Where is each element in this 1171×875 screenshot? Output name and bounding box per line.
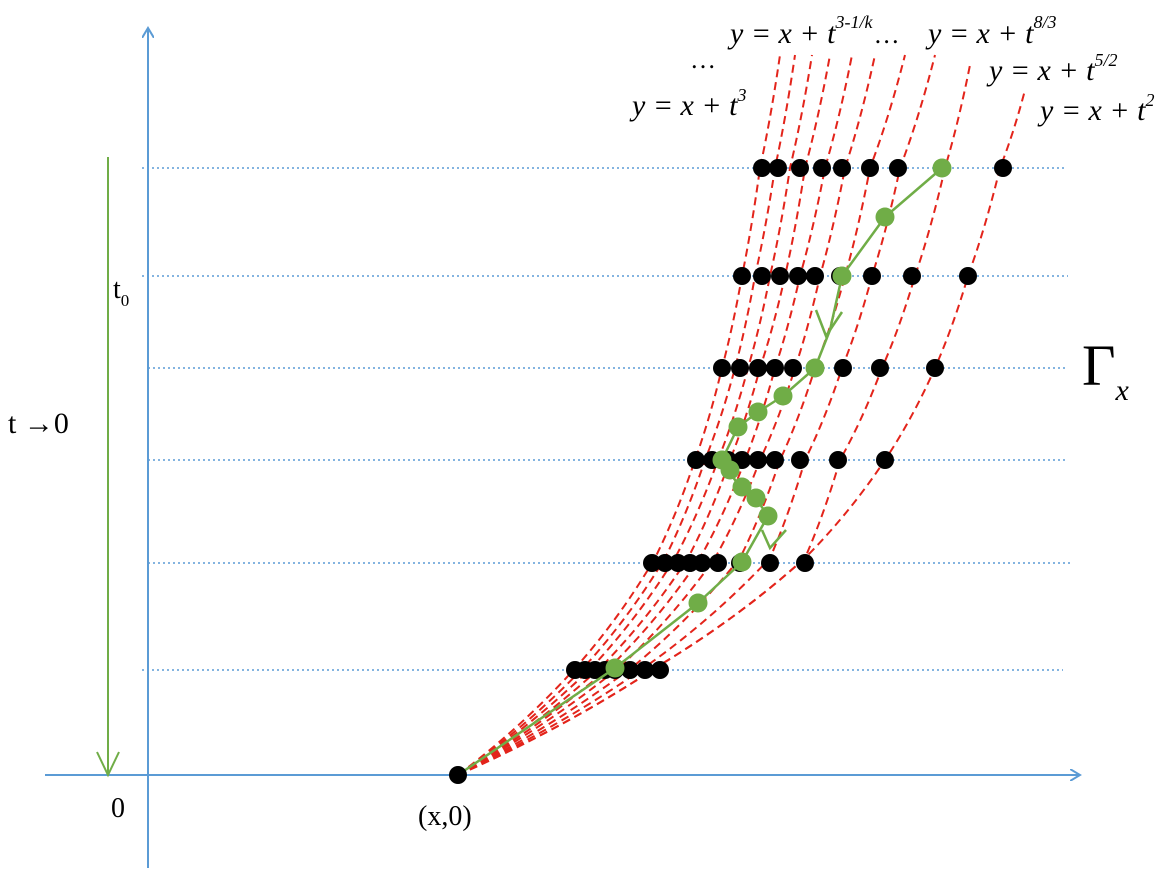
t-limit-label: t →0 bbox=[8, 407, 69, 440]
path-point bbox=[732, 552, 752, 572]
origin-label: (x,0) bbox=[418, 801, 472, 832]
t-to-zero-arrowhead bbox=[96, 751, 120, 778]
gamma-label: Γx bbox=[1082, 333, 1130, 407]
t0-label: t0 bbox=[113, 274, 129, 310]
path-point bbox=[688, 593, 708, 613]
curve-point bbox=[994, 159, 1012, 177]
curve-line bbox=[457, 54, 936, 776]
curve-point bbox=[813, 159, 831, 177]
curve-point bbox=[871, 359, 889, 377]
path-point bbox=[748, 402, 768, 422]
curve-point bbox=[731, 359, 749, 377]
curve-point bbox=[636, 661, 654, 679]
curve-point bbox=[769, 159, 787, 177]
path-point bbox=[805, 358, 825, 378]
path-point bbox=[712, 450, 732, 470]
curve-point bbox=[829, 451, 847, 469]
curve-point bbox=[651, 661, 669, 679]
curve-point bbox=[771, 267, 789, 285]
eq-t8-3: y = x + t8/3 bbox=[925, 12, 1056, 50]
curve-line bbox=[457, 54, 876, 776]
path-point bbox=[758, 506, 778, 526]
curve-point bbox=[687, 451, 705, 469]
path-point bbox=[746, 488, 766, 508]
curve-point bbox=[753, 267, 771, 285]
curve-point bbox=[709, 554, 727, 572]
path-point bbox=[875, 207, 895, 227]
path-point bbox=[728, 417, 748, 437]
path-point bbox=[832, 266, 852, 286]
curve-point bbox=[863, 267, 881, 285]
zigzag-arrowhead bbox=[760, 529, 787, 551]
dots-left-label: … bbox=[690, 45, 716, 74]
curve-point bbox=[926, 359, 944, 377]
curve-point bbox=[834, 359, 852, 377]
curve-points bbox=[566, 159, 1012, 679]
curve-point bbox=[789, 267, 807, 285]
curve-point bbox=[796, 554, 814, 572]
curve-point bbox=[833, 159, 851, 177]
curve-point bbox=[791, 159, 809, 177]
curve-point bbox=[749, 451, 767, 469]
zero-label: 0 bbox=[111, 793, 125, 824]
curve-point bbox=[959, 267, 977, 285]
curve-point bbox=[693, 554, 711, 572]
curve-point bbox=[791, 451, 809, 469]
curve-point bbox=[749, 359, 767, 377]
curve-point bbox=[766, 359, 784, 377]
curve-point bbox=[784, 359, 802, 377]
path-point bbox=[932, 158, 952, 178]
eq-t5-2: y = x + t5/2 bbox=[986, 50, 1117, 87]
zigzag-path bbox=[457, 158, 952, 777]
curve-line bbox=[457, 54, 796, 776]
time-level-lines bbox=[142, 167, 1070, 671]
zigzag-line bbox=[457, 167, 943, 777]
path-point bbox=[732, 477, 752, 497]
eq-t3-minus-1k: y = x + t3-1/k… bbox=[727, 12, 899, 50]
curve-point bbox=[903, 267, 921, 285]
curve-point bbox=[761, 554, 779, 572]
eq-t2: y = x + t2 bbox=[1037, 90, 1154, 127]
eq-t3: y = x + t3 bbox=[629, 85, 746, 122]
origin-point bbox=[449, 766, 467, 784]
path-point bbox=[605, 658, 625, 678]
curve-point bbox=[713, 359, 731, 377]
zigzag-arrowhead bbox=[814, 309, 844, 339]
curve-point bbox=[876, 451, 894, 469]
curve-line bbox=[457, 64, 971, 776]
curve-point bbox=[861, 159, 879, 177]
curve-point bbox=[643, 554, 661, 572]
curve-point bbox=[806, 267, 824, 285]
curve-point bbox=[733, 267, 751, 285]
curve-point bbox=[621, 661, 639, 679]
curve-point bbox=[889, 159, 907, 177]
curve-point bbox=[766, 451, 784, 469]
path-point bbox=[773, 386, 793, 406]
curve-point bbox=[753, 159, 771, 177]
curve-point bbox=[656, 554, 674, 572]
